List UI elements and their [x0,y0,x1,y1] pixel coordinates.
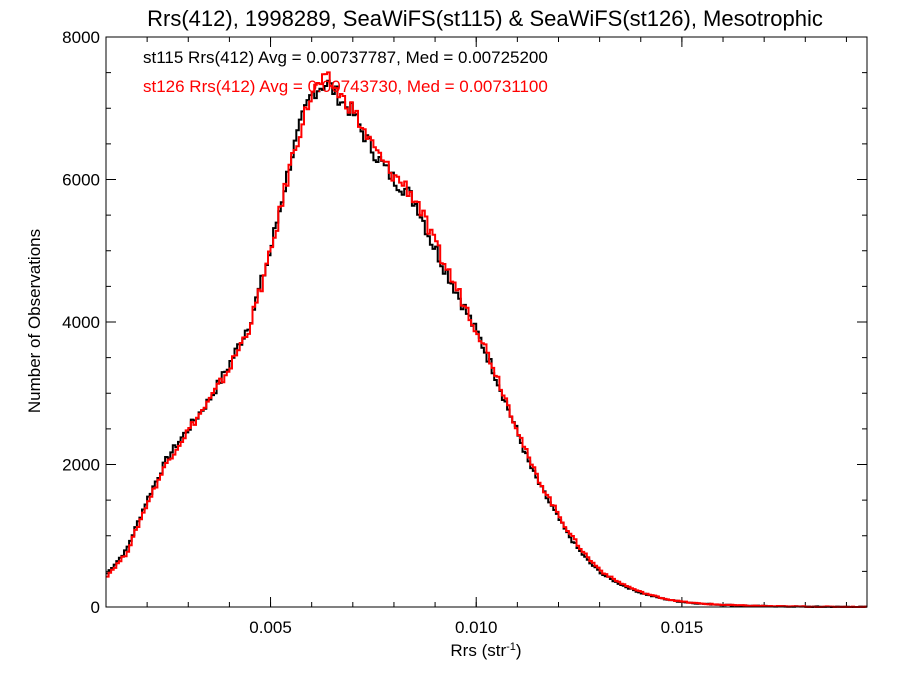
axis-ticks [106,36,867,608]
y-tick-label: 0 [91,598,100,617]
annotation-st126: st126 Rrs(412) Avg = 0.00743730, Med = 0… [143,77,548,96]
annotation-st115: st115 Rrs(412) Avg = 0.00737787, Med = 0… [143,48,548,67]
y-axis-title-group: Number of Observations [25,229,44,413]
y-tick-label: 4000 [62,313,100,332]
y-axis-title: Number of Observations [25,229,44,413]
series-line-st126 [106,71,867,608]
plot-frame [105,36,868,608]
x-axis-title-main: Rrs (str [450,641,506,660]
axis-tick-labels: 0 2000 4000 6000 8000 0.005 0.010 0.015 [62,28,703,637]
x-axis-title-close: ) [516,641,522,660]
y-tick-label: 6000 [62,171,100,190]
series-layer [106,71,867,608]
x-axis-title: Rrs (str-1) [450,641,521,660]
y-tick-label: 2000 [62,456,100,475]
x-axis-title-sup: -1 [506,641,516,653]
x-tick-label: 0.015 [661,618,704,637]
chart-title: Rrs(412), 1998289, SeaWiFS(st115) & SeaW… [147,6,823,31]
y-tick-label: 8000 [62,28,100,47]
x-tick-label: 0.010 [455,618,498,637]
x-tick-label: 0.005 [249,618,292,637]
